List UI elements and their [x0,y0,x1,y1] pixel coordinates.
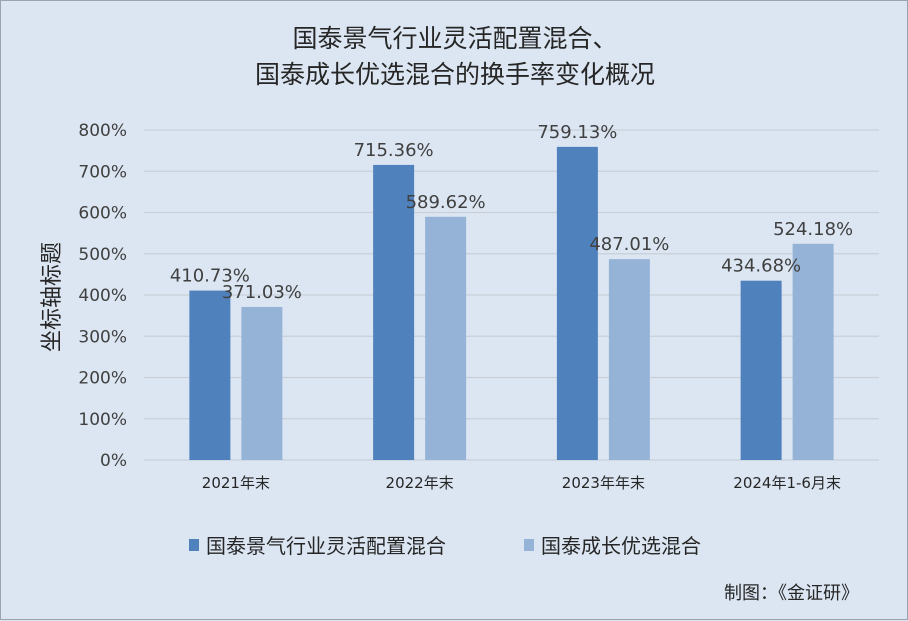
data-label: 524.18% [773,219,853,240]
x-axis-ticks: 2021年末 2022年末 2023年年末 2024年1-6月末 [202,474,841,492]
legend-label: 国泰景气行业灵活配置混合 [206,534,446,558]
y-tick-label: 400% [78,286,127,306]
data-label: 715.36% [354,140,434,161]
bar-series2 [608,259,650,460]
bar-series2 [425,216,467,460]
bar-series1 [189,290,231,460]
y-tick-label: 300% [78,327,127,347]
bar-series1 [740,280,782,460]
y-tick-label: 200% [78,369,127,389]
legend-swatch [524,539,534,551]
x-tick-label: 2023年年末 [562,474,645,492]
x-tick-label: 2021年末 [202,474,270,492]
bar-series2 [792,243,834,460]
data-label: 487.01% [589,234,669,255]
legend-swatch [189,539,199,551]
bar-series1 [556,146,598,460]
data-label: 759.13% [537,122,617,143]
data-labels: 410.73%371.03% 715.36% 589.62% 759.13% 487.0… [170,122,853,303]
data-label: 589.62% [406,192,486,213]
y-tick-label: 100% [78,410,127,430]
y-tick-label: 500% [78,245,127,265]
y-axis-title: 坐标轴标题 [40,242,65,352]
data-label: 371.03% [222,282,302,303]
y-axis-ticks: 0% 100% 200% 300% 400% 500% 600% 700% 800% [78,121,127,471]
legend: 国泰景气行业灵活配置混合 国泰成长优选混合 [189,534,701,558]
bar-series1 [373,164,415,460]
y-tick-label: 800% [78,121,127,141]
y-tick-label: 600% [78,204,127,224]
data-label: 434.68% [721,256,801,277]
x-tick-label: 2022年末 [386,474,454,492]
chart-title-line-1: 国泰景气行业灵活配置混合、 [292,24,618,53]
chart-title-line-2: 国泰成长优选混合的换手率变化概况 [254,60,655,89]
chart-title: 国泰景气行业灵活配置混合、 国泰成长优选混合的换手率变化概况 [1,21,908,93]
y-tick-label: 700% [78,162,127,182]
data-label: 410.73% [170,266,250,287]
bars [189,146,834,460]
x-tick-label: 2024年1-6月末 [733,474,841,492]
y-tick-label: 0% [100,451,127,471]
bar-series2 [241,306,283,460]
legend-label: 国泰成长优选混合 [541,534,701,558]
credit-text: 制图：《金证研》 [724,583,859,604]
